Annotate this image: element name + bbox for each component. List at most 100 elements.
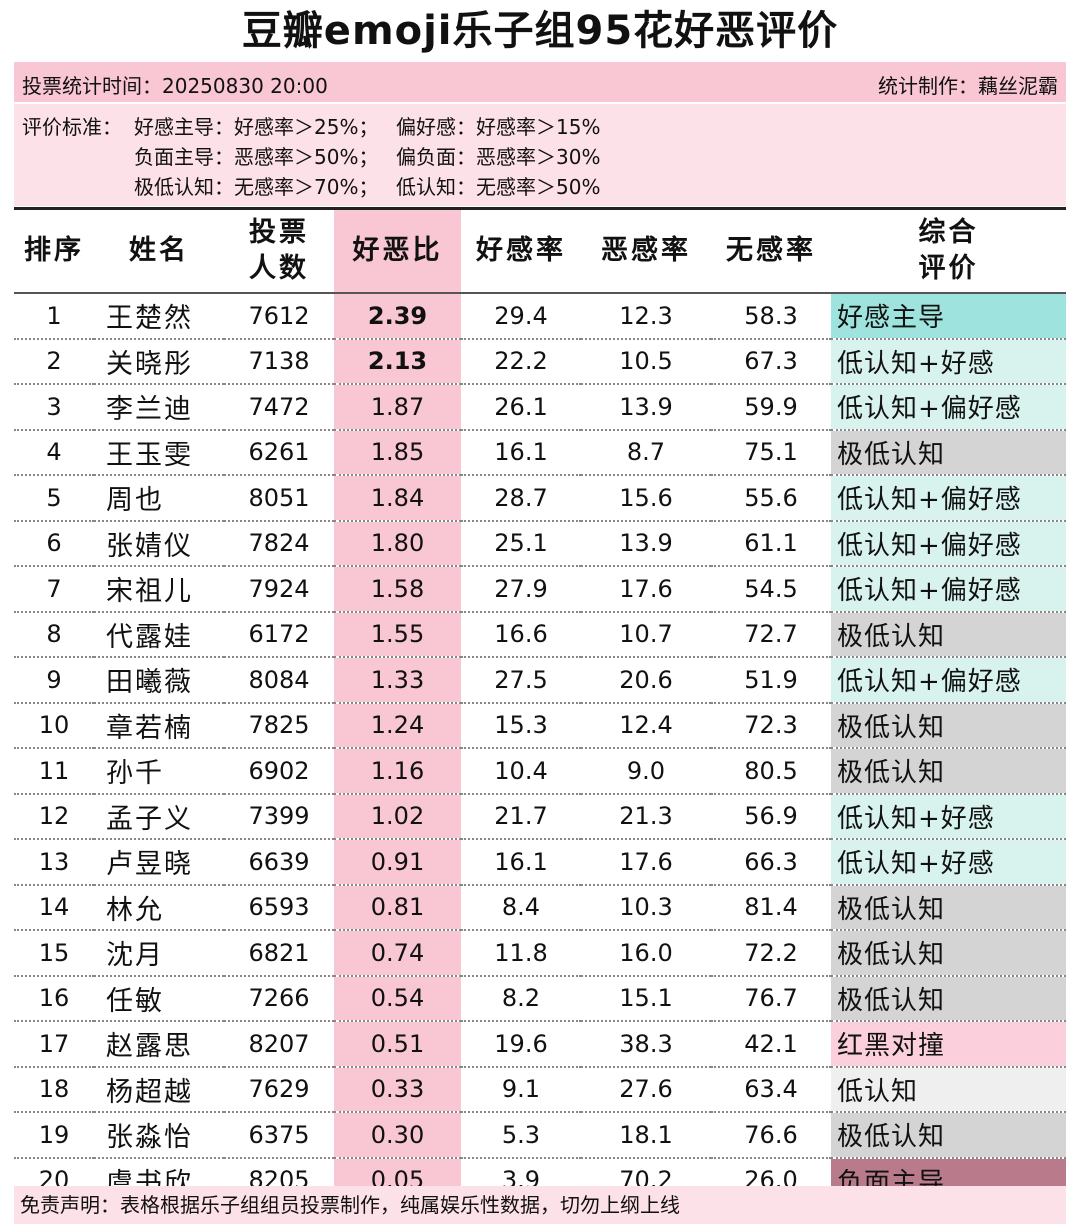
cell-rank: 14	[14, 884, 94, 931]
cell-name: 周也	[94, 475, 224, 522]
cell-name: 章若楠	[94, 702, 224, 749]
cell-rank: 12	[14, 793, 94, 840]
cell-name: 林允	[94, 884, 224, 931]
cell-name: 李兰迪	[94, 384, 224, 431]
table-row: 19 张淼怡 6375 0.30 5.3 18.1 76.6 极低认知	[14, 1112, 1066, 1159]
criteria-b: 偏负面：恶感率＞30%	[396, 145, 601, 169]
cell-rank: 10	[14, 702, 94, 749]
cell-none: 80.5	[711, 748, 831, 795]
table-row: 13 卢昱晓 6639 0.91 16.1 17.6 66.3 低认知+好感	[14, 839, 1066, 886]
cell-votes: 6639	[224, 839, 334, 886]
cell-eval: 极低认知	[831, 884, 1066, 931]
cell-ratio: 0.33	[334, 1066, 461, 1113]
cell-none: 67.3	[711, 338, 831, 385]
cell-none: 58.3	[711, 293, 831, 340]
criteria-row: 极低认知：无感率＞70%； 低认知：无感率＞50%	[22, 172, 600, 202]
cell-none: 42.1	[711, 1021, 831, 1068]
cell-none: 56.9	[711, 793, 831, 840]
cell-none: 61.1	[711, 520, 831, 567]
cell-none: 81.4	[711, 884, 831, 931]
cell-name: 张淼怡	[94, 1112, 224, 1159]
cell-none: 51.9	[711, 657, 831, 704]
header-row: 排序 姓名 投票 人数 好恶比 好感率 恶感率 无感率 综合 评价	[14, 210, 1066, 294]
table-row: 2 关晓彤 7138 2.13 22.2 10.5 67.3 低认知+好感	[14, 338, 1066, 385]
table-row: 8 代露娃 6172 1.55 16.6 10.7 72.7 极低认知	[14, 611, 1066, 658]
criteria-row: 评价标准： 好感主导：好感率＞25%； 偏好感：好感率＞15%	[22, 112, 600, 142]
cell-fav: 19.6	[461, 1021, 581, 1068]
cell-eval: 低认知+好感	[831, 338, 1066, 385]
cell-neg: 16.0	[581, 930, 711, 977]
cell-fav: 27.5	[461, 657, 581, 704]
cell-votes: 6172	[224, 611, 334, 658]
cell-votes: 7266	[224, 975, 334, 1022]
header-votes-line1: 投票	[249, 217, 309, 248]
cell-neg: 20.6	[581, 657, 711, 704]
cell-none: 76.6	[711, 1112, 831, 1159]
cell-neg: 13.9	[581, 384, 711, 431]
cell-eval: 低认知+偏好感	[831, 520, 1066, 567]
cell-rank: 16	[14, 975, 94, 1022]
cell-votes: 7138	[224, 338, 334, 385]
cell-none: 75.1	[711, 429, 831, 476]
cell-neg: 17.6	[581, 839, 711, 886]
disclaimer: 免责声明：表格根据乐子组组员投票制作，纯属娱乐性数据，切勿上纲上线	[14, 1186, 1066, 1224]
header-fav: 好感率	[461, 210, 581, 294]
criteria-a: 极低认知：无感率＞70%；	[134, 175, 379, 199]
cell-rank: 1	[14, 293, 94, 340]
cell-votes: 6375	[224, 1112, 334, 1159]
cell-neg: 12.4	[581, 702, 711, 749]
table-row: 14 林允 6593 0.81 8.4 10.3 81.4 极低认知	[14, 884, 1066, 931]
criteria-row: 负面主导：恶感率＞50%； 偏负面：恶感率＞30%	[22, 142, 600, 172]
cell-eval: 低认知+偏好感	[831, 475, 1066, 522]
table-row: 9 田曦薇 8084 1.33 27.5 20.6 51.9 低认知+偏好感	[14, 657, 1066, 704]
cell-fav: 8.4	[461, 884, 581, 931]
cell-rank: 15	[14, 930, 94, 977]
cell-eval: 低认知+好感	[831, 793, 1066, 840]
cell-none: 66.3	[711, 839, 831, 886]
cell-ratio: 0.81	[334, 884, 461, 931]
cell-name: 田曦薇	[94, 657, 224, 704]
header-rank: 排序	[14, 210, 94, 294]
cell-fav: 10.4	[461, 748, 581, 795]
cell-none: 76.7	[711, 975, 831, 1022]
table-row: 12 孟子义 7399 1.02 21.7 21.3 56.9 低认知+好感	[14, 793, 1066, 840]
cell-fav: 9.1	[461, 1066, 581, 1113]
cell-ratio: 1.02	[334, 793, 461, 840]
cell-neg: 10.3	[581, 884, 711, 931]
cell-eval: 低认知+偏好感	[831, 566, 1066, 613]
criteria-a: 好感主导：好感率＞25%；	[134, 115, 379, 139]
cell-ratio: 0.74	[334, 930, 461, 977]
cell-none: 59.9	[711, 384, 831, 431]
cell-fav: 29.4	[461, 293, 581, 340]
info-bar: 投票统计时间：20250830 20:00 统计制作：藕丝泥霸	[14, 62, 1066, 102]
criteria-b: 低认知：无感率＞50%	[396, 175, 601, 199]
table-row: 16 任敏 7266 0.54 8.2 15.1 76.7 极低认知	[14, 975, 1066, 1022]
cell-name: 关晓彤	[94, 338, 224, 385]
cell-name: 卢昱晓	[94, 839, 224, 886]
table-row: 1 王楚然 7612 2.39 29.4 12.3 58.3 好感主导	[14, 293, 1066, 340]
cell-rank: 4	[14, 429, 94, 476]
table-row: 5 周也 8051 1.84 28.7 15.6 55.6 低认知+偏好感	[14, 475, 1066, 522]
header-eval-line1: 综合	[918, 217, 979, 248]
cell-rank: 17	[14, 1021, 94, 1068]
cell-eval: 极低认知	[831, 611, 1066, 658]
table-row: 11 孙千 6902 1.16 10.4 9.0 80.5 极低认知	[14, 748, 1066, 795]
header-eval-line2: 评价	[918, 253, 979, 284]
cell-votes: 8084	[224, 657, 334, 704]
cell-votes: 7399	[224, 793, 334, 840]
header-votes: 投票 人数	[224, 210, 334, 294]
cell-none: 72.7	[711, 611, 831, 658]
cell-neg: 12.3	[581, 293, 711, 340]
cell-eval: 极低认知	[831, 748, 1066, 795]
cell-neg: 21.3	[581, 793, 711, 840]
cell-none: 63.4	[711, 1066, 831, 1113]
cell-none: 72.3	[711, 702, 831, 749]
cell-ratio: 1.84	[334, 475, 461, 522]
cell-eval: 低认知	[831, 1066, 1066, 1113]
cell-neg: 13.9	[581, 520, 711, 567]
cell-rank: 11	[14, 748, 94, 795]
cell-name: 沈月	[94, 930, 224, 977]
cell-rank: 3	[14, 384, 94, 431]
cell-neg: 10.5	[581, 338, 711, 385]
cell-votes: 7824	[224, 520, 334, 567]
